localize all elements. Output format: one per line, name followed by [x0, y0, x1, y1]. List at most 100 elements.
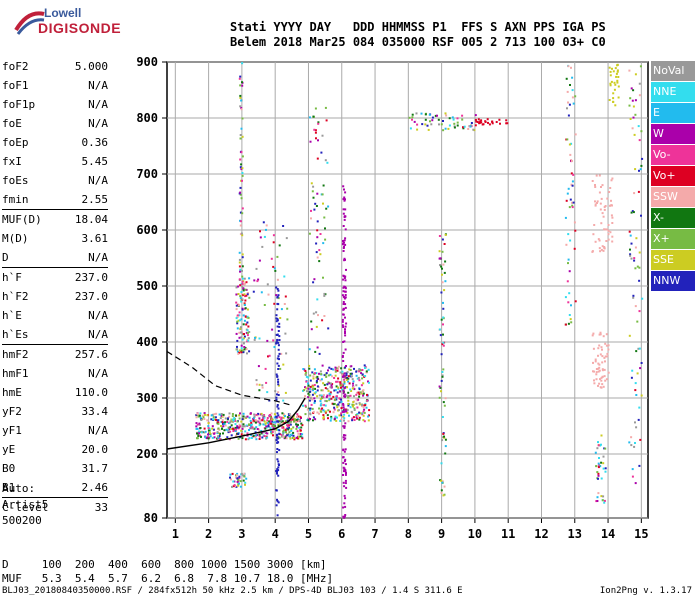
echo-point — [635, 394, 638, 396]
echo-point — [266, 391, 269, 394]
echo-point — [631, 210, 634, 213]
echo-point — [347, 395, 350, 397]
echo-point — [342, 390, 345, 393]
echo-point — [592, 233, 595, 236]
echo-point — [343, 196, 346, 199]
echo-point — [342, 351, 345, 354]
echo-point — [277, 474, 280, 477]
echo-point — [361, 392, 363, 395]
echo-point — [227, 422, 230, 425]
echo-point — [340, 367, 343, 370]
echo-point — [276, 472, 278, 475]
legend-item: SSW — [651, 187, 695, 207]
echo-point — [344, 482, 347, 485]
echo-point — [359, 369, 362, 372]
echo-point — [215, 419, 218, 421]
echo-point — [253, 338, 256, 341]
x-tick-label: 2 — [205, 527, 212, 541]
echo-point — [341, 388, 344, 391]
echo-point — [342, 208, 345, 211]
echo-point — [226, 436, 229, 439]
echo-point — [208, 432, 211, 435]
echo-point — [595, 378, 598, 381]
echo-point — [596, 447, 599, 450]
echo-point — [638, 310, 641, 313]
echo-point — [238, 477, 241, 479]
echo-point — [344, 334, 347, 337]
param-value: 3.61 — [81, 232, 109, 245]
param-value: N/A — [88, 328, 108, 341]
echo-point — [438, 257, 441, 260]
echo-point — [284, 435, 287, 438]
echo-point — [637, 125, 640, 128]
echo-point — [308, 116, 311, 119]
echo-point — [355, 384, 358, 387]
echo-point — [201, 414, 204, 417]
echo-point — [345, 322, 348, 325]
echo-point — [411, 113, 414, 116]
echo-point — [288, 434, 291, 437]
echo-point — [597, 347, 600, 350]
echo-point — [342, 466, 345, 469]
echo-point — [263, 435, 266, 437]
echo-point — [238, 265, 241, 268]
echo-point — [272, 429, 275, 432]
echo-point — [327, 409, 330, 412]
echo-point — [212, 413, 214, 416]
echo-point — [312, 410, 315, 413]
echo-point — [261, 419, 264, 422]
echo-point — [594, 186, 597, 188]
echo-point — [632, 296, 635, 299]
echo-point — [597, 384, 599, 387]
echo-point — [632, 116, 635, 119]
echo-point — [276, 412, 279, 415]
x-tick-label: 14 — [601, 527, 615, 541]
echo-point — [597, 472, 600, 475]
echo-point — [591, 250, 594, 253]
echo-point — [241, 117, 244, 120]
echo-point — [316, 229, 319, 232]
echo-point — [229, 476, 231, 479]
echo-point — [594, 184, 596, 186]
echo-point — [568, 314, 571, 316]
echo-point — [327, 417, 329, 420]
echo-point — [635, 350, 638, 353]
echo-point — [282, 435, 285, 438]
echo-point — [275, 317, 278, 320]
echo-point — [440, 489, 443, 492]
echo-point — [285, 437, 288, 440]
echo-point — [438, 235, 441, 237]
echo-point — [343, 502, 346, 505]
echo-point — [260, 291, 263, 294]
echo-point — [442, 120, 444, 122]
echo-point — [255, 426, 258, 429]
echo-point — [344, 290, 347, 293]
echo-point — [332, 395, 335, 398]
echo-point — [277, 289, 280, 292]
param-row: h`E N/A — [2, 306, 108, 325]
echo-point — [344, 275, 347, 278]
echo-point — [293, 438, 296, 441]
echo-point — [416, 123, 419, 126]
echo-point — [234, 430, 237, 432]
echo-point — [349, 372, 352, 375]
echo-point — [326, 414, 329, 417]
echo-point — [607, 344, 610, 347]
echo-point — [258, 259, 261, 262]
echo-point — [361, 404, 363, 406]
echo-point — [240, 197, 243, 200]
echo-point — [316, 220, 319, 223]
echo-point — [329, 386, 332, 389]
echo-point — [444, 452, 447, 455]
echo-point — [235, 293, 238, 296]
station-header: Stati YYYY DAY DDD HHMMSS P1 FFS S AXN P… — [230, 20, 606, 50]
echo-point — [284, 415, 286, 418]
echo-point — [324, 373, 327, 376]
echo-point — [344, 410, 347, 412]
echo-point — [498, 118, 501, 121]
echo-point — [328, 392, 331, 395]
echo-point — [607, 371, 610, 374]
echo-point — [346, 386, 348, 389]
legend-item: Vo- — [651, 145, 695, 165]
echo-point — [571, 206, 574, 209]
